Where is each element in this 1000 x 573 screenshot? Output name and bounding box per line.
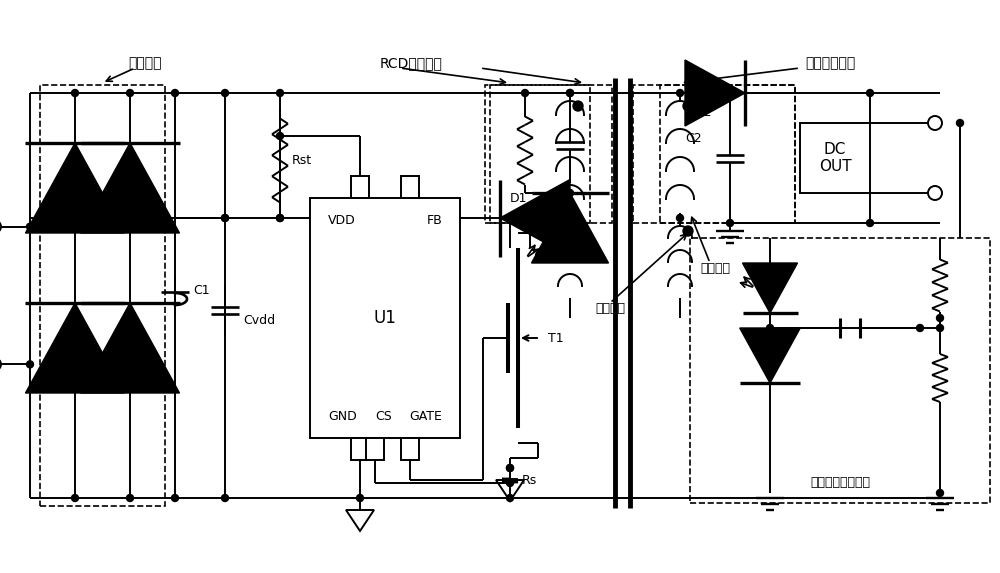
- Circle shape: [276, 89, 284, 96]
- Polygon shape: [740, 328, 800, 383]
- Text: 次级整流滤波: 次级整流滤波: [805, 56, 855, 70]
- Circle shape: [507, 465, 514, 472]
- Text: Rs: Rs: [522, 474, 537, 487]
- Circle shape: [26, 361, 34, 368]
- Polygon shape: [532, 193, 608, 263]
- Text: D2: D2: [695, 107, 712, 120]
- Text: 辅助绕组: 辅助绕组: [595, 301, 625, 315]
- FancyBboxPatch shape: [401, 438, 419, 460]
- Text: CS: CS: [375, 410, 392, 422]
- Circle shape: [507, 480, 514, 486]
- Circle shape: [126, 494, 134, 501]
- Text: Cvdd: Cvdd: [243, 314, 275, 327]
- Polygon shape: [500, 179, 570, 257]
- Polygon shape: [25, 303, 124, 393]
- Text: VDD: VDD: [328, 214, 356, 226]
- Circle shape: [507, 494, 514, 501]
- Text: Rst: Rst: [292, 154, 312, 167]
- Circle shape: [573, 101, 583, 111]
- FancyBboxPatch shape: [800, 123, 870, 193]
- Circle shape: [683, 101, 693, 111]
- Text: 次级绕组: 次级绕组: [700, 261, 730, 274]
- FancyBboxPatch shape: [310, 198, 460, 438]
- Circle shape: [767, 324, 774, 332]
- Circle shape: [936, 489, 944, 496]
- Text: 全桥整流: 全桥整流: [128, 56, 162, 70]
- FancyBboxPatch shape: [401, 176, 419, 198]
- Circle shape: [172, 89, 178, 96]
- Circle shape: [26, 223, 34, 230]
- Text: FB: FB: [426, 214, 442, 226]
- Circle shape: [172, 494, 178, 501]
- Text: C1: C1: [193, 284, 210, 297]
- Polygon shape: [25, 143, 124, 233]
- Polygon shape: [685, 60, 745, 126]
- Circle shape: [566, 214, 574, 222]
- Polygon shape: [742, 263, 798, 313]
- Circle shape: [936, 324, 944, 332]
- FancyBboxPatch shape: [351, 438, 369, 460]
- Circle shape: [222, 494, 228, 501]
- Circle shape: [676, 89, 684, 96]
- Text: C2: C2: [685, 131, 702, 144]
- Circle shape: [726, 89, 734, 96]
- Circle shape: [276, 132, 284, 139]
- Circle shape: [222, 89, 228, 96]
- Text: RCD吸收网络: RCD吸收网络: [380, 56, 443, 70]
- Circle shape: [676, 214, 684, 222]
- Circle shape: [356, 494, 364, 501]
- Circle shape: [222, 214, 228, 222]
- Circle shape: [566, 214, 574, 222]
- Circle shape: [566, 214, 574, 222]
- Circle shape: [276, 214, 284, 222]
- Circle shape: [566, 89, 574, 96]
- Circle shape: [566, 89, 574, 96]
- Circle shape: [566, 190, 574, 197]
- Circle shape: [0, 221, 1, 233]
- Circle shape: [522, 89, 528, 96]
- Circle shape: [507, 214, 514, 222]
- Text: T1: T1: [548, 332, 564, 344]
- Circle shape: [936, 315, 944, 321]
- Text: 隔离反馈补偿网络: 隔离反馈补偿网络: [810, 477, 870, 489]
- Circle shape: [276, 214, 284, 222]
- Polygon shape: [80, 143, 180, 233]
- Circle shape: [507, 465, 514, 472]
- Polygon shape: [80, 303, 180, 393]
- Circle shape: [928, 186, 942, 200]
- Circle shape: [726, 219, 734, 226]
- Circle shape: [507, 214, 514, 222]
- Circle shape: [0, 358, 1, 370]
- Text: GND: GND: [328, 410, 357, 422]
- Circle shape: [866, 219, 874, 226]
- Circle shape: [956, 120, 964, 127]
- Text: GATE: GATE: [409, 410, 442, 422]
- Text: U1: U1: [374, 309, 396, 327]
- Text: DC
OUT: DC OUT: [819, 142, 851, 174]
- Circle shape: [72, 89, 78, 96]
- Text: D1: D1: [510, 191, 528, 205]
- Circle shape: [222, 214, 228, 222]
- Circle shape: [866, 89, 874, 96]
- Circle shape: [573, 226, 583, 236]
- FancyBboxPatch shape: [351, 176, 369, 198]
- Circle shape: [126, 89, 134, 96]
- FancyBboxPatch shape: [366, 438, 384, 460]
- Circle shape: [683, 226, 693, 236]
- Circle shape: [72, 494, 78, 501]
- Circle shape: [916, 324, 924, 332]
- Circle shape: [928, 116, 942, 130]
